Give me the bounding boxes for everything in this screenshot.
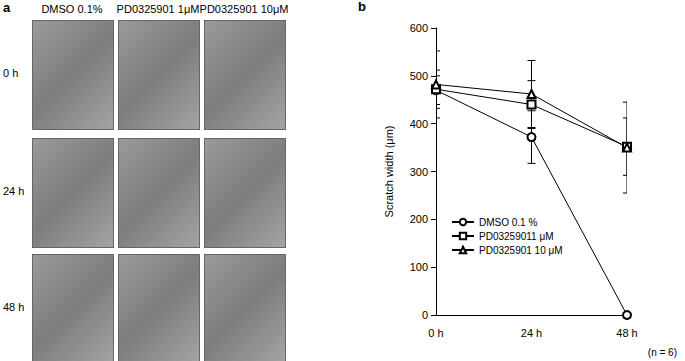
svg-text:b: b xyxy=(358,0,366,14)
svg-text:300: 300 xyxy=(410,166,428,178)
svg-text:100: 100 xyxy=(410,261,428,273)
svg-text:48 h: 48 h xyxy=(616,327,637,339)
html-text:PD0325901 1μM PD0325901 10μM: PD0325901 1μM PD0325901 10μM xyxy=(116,3,289,15)
svg-text:DMSO 0.1 %: DMSO 0.1 % xyxy=(479,217,537,228)
svg-text:600: 600 xyxy=(410,22,428,34)
svg-text:0: 0 xyxy=(422,309,428,321)
svg-text:Scratch width (μm): Scratch width (μm) xyxy=(383,126,395,218)
svg-text:500: 500 xyxy=(410,70,428,82)
svg-text:0 h: 0 h xyxy=(428,327,443,339)
html-text:DMSO 0.1%: DMSO 0.1% xyxy=(41,3,103,15)
svg-text:200: 200 xyxy=(410,213,428,225)
svg-text:PD0325901 10 μM: PD0325901 10 μM xyxy=(479,245,563,256)
html-text:a: a xyxy=(3,0,11,15)
html-text:24 h: 24 h xyxy=(3,185,25,197)
svg-text:(n = 6): (n = 6) xyxy=(648,347,677,358)
svg-text:PD03259011 μM: PD03259011 μM xyxy=(479,231,554,242)
html-text:48 h: 48 h xyxy=(3,301,25,313)
svg-text:400: 400 xyxy=(410,118,428,130)
html-text:0 h: 0 h xyxy=(3,67,19,79)
svg-text:24 h: 24 h xyxy=(521,327,542,339)
